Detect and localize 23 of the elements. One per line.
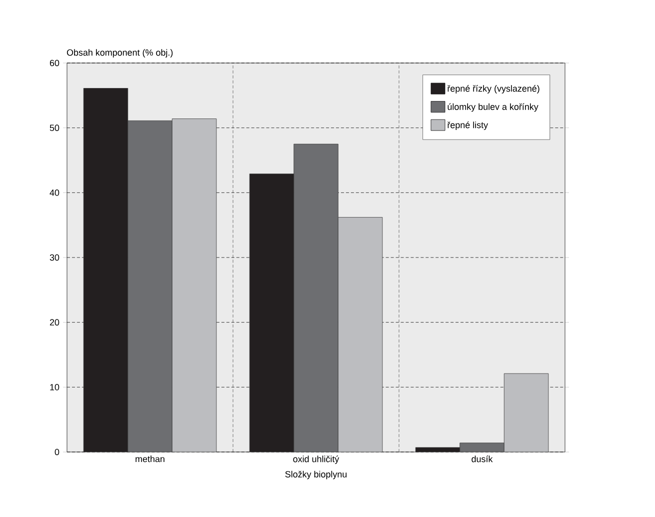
bar (249, 174, 294, 452)
y-tick-label: 30 (50, 254, 60, 261)
bar (460, 442, 504, 452)
y-tick-label: 40 (50, 189, 60, 196)
x-tick-label: oxid uhličitý (293, 456, 340, 464)
y-tick-label: 60 (50, 60, 60, 66)
y-axis-title: Obsah komponent (% obj.) (66, 49, 173, 58)
bar (294, 144, 338, 452)
y-tick-label: 10 (50, 384, 60, 390)
x-tick-label: methan (136, 456, 164, 462)
bar (338, 217, 383, 452)
legend-label: řepné řízky (vyslazené) (447, 85, 540, 94)
y-tick-label: 0 (54, 448, 60, 456)
legend-label: řepné listy (447, 121, 488, 130)
y-tick-label: 20 (50, 319, 60, 326)
x-tick-label: dusík (472, 456, 493, 462)
bar (504, 373, 549, 452)
y-tick-label: 50 (50, 124, 60, 132)
bar (172, 118, 216, 452)
x-axis-title: Složky bioplynu (285, 470, 347, 480)
bar (128, 120, 172, 452)
bar (84, 88, 128, 452)
legend-label: úlomky bulev a kořínky (448, 103, 538, 112)
